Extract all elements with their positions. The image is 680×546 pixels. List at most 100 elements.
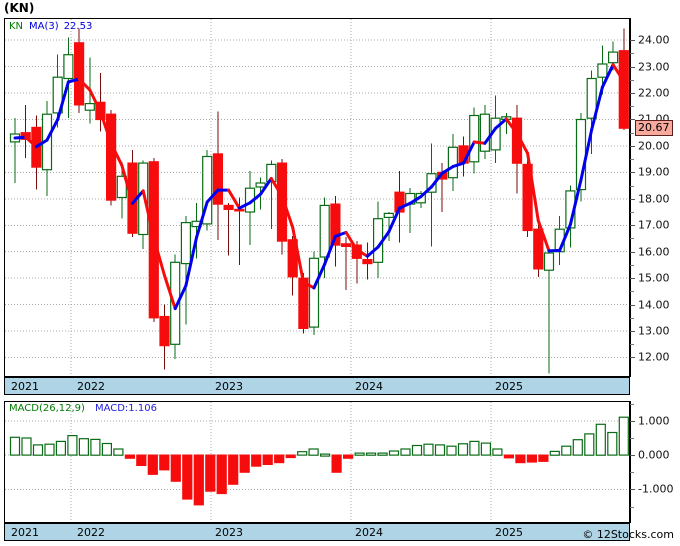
candlestick: [31, 115, 42, 190]
macd-histogram-bar: [400, 448, 411, 456]
macd-histogram-bar: [526, 454, 538, 463]
macd-legend: MACD(26,12,9) MACD:1.106: [9, 403, 157, 414]
candlestick: [479, 104, 490, 160]
date-axis-tick-label: 2024: [355, 526, 383, 539]
candlestick: [586, 70, 597, 154]
macd-axis-label: 0.000: [638, 448, 670, 462]
macd-histogram-bar: [205, 454, 216, 492]
candlestick: [426, 143, 437, 247]
macd-histogram-bar: [55, 440, 67, 456]
candlestick: [362, 242, 373, 280]
macd-histogram-bar: [343, 454, 354, 459]
macd-histogram-bar: [388, 450, 400, 456]
candlestick: [73, 28, 85, 113]
macd-histogram-bar: [182, 454, 193, 500]
macd-chart-panel[interactable]: MACD(26,12,9) MACD:1.106: [4, 401, 630, 523]
candlestick: [202, 149, 213, 231]
date-axis-tick-label: 2022: [77, 526, 105, 539]
candlestick: [447, 134, 458, 191]
price-axis-minor-tick: [630, 159, 634, 161]
macd-histogram-bar: [549, 450, 560, 456]
price-axis-label: 18.00: [638, 192, 670, 206]
macd-histogram-bar: [124, 454, 136, 459]
price-axis-tick: [630, 331, 635, 333]
price-axis-label: 23.00: [638, 60, 670, 74]
date-axis-tick-label: 2023: [215, 526, 243, 539]
candlestick: [511, 104, 523, 194]
price-axis-minor-tick: [630, 79, 634, 81]
price-axis-tick: [630, 225, 635, 227]
macd-histogram-bar: [423, 443, 434, 456]
macd-histogram-bar: [584, 433, 595, 456]
price-axis-tick: [630, 119, 635, 121]
macd-histogram-bar: [492, 448, 503, 456]
candlestick: [522, 160, 533, 238]
macd-histogram-bar: [354, 452, 365, 456]
legend-ma-label: MA(3): [29, 21, 59, 32]
candlestick-plot: [5, 19, 629, 376]
macd-histogram-bar: [480, 442, 491, 456]
candlestick: [533, 222, 544, 277]
macd-axis-tick: [630, 455, 635, 457]
macd-histogram-bar: [308, 448, 319, 456]
price-axis-label: 16.00: [638, 245, 670, 259]
candlestick: [287, 235, 298, 296]
price-legend: KN MA(3) 22.53: [9, 21, 92, 32]
macd-histogram-bar: [170, 454, 181, 482]
date-axis-tick-label: 2023: [215, 380, 243, 393]
candlestick: [308, 251, 320, 335]
price-axis-tick: [630, 357, 635, 359]
candlestick: [276, 159, 288, 255]
macd-axis-minor-tick: [630, 438, 634, 439]
price-axis-minor-tick: [630, 212, 634, 214]
price-axis-minor-tick: [630, 132, 634, 134]
price-chart-panel[interactable]: KN MA(3) 22.53: [4, 18, 630, 377]
macd-histogram-bar: [377, 452, 388, 456]
candlestick: [373, 201, 384, 279]
date-axis-tick-label: 2024: [355, 380, 383, 393]
macd-histogram-bar: [572, 439, 583, 456]
macd-histogram-bar: [90, 438, 101, 456]
legend-ma-value: 22.53: [63, 21, 93, 32]
price-axis-tick: [630, 172, 635, 174]
macd-value-label: MACD:1.106: [94, 403, 157, 414]
macd-histogram-bar: [251, 454, 262, 467]
legend-symbol: KN: [9, 21, 24, 32]
macd-histogram-bar: [136, 454, 147, 466]
macd-axis-tick: [630, 489, 635, 491]
price-axis-label: 13.00: [638, 324, 670, 338]
macd-histogram-bar: [618, 416, 629, 456]
current-price-tag: 20.67: [635, 120, 673, 137]
macd-histogram-bar: [9, 436, 21, 456]
price-axis-label: 17.00: [638, 218, 670, 232]
macd-histogram-bar: [193, 454, 204, 506]
macd-histogram-bar: [434, 444, 446, 456]
copyright-label: © 12Stocks.com: [582, 528, 674, 541]
macd-histogram-bar: [331, 454, 342, 473]
price-axis-tick: [630, 251, 635, 253]
macd-histogram-bar: [595, 423, 606, 456]
date-axis-macd[interactable]: 2021 2022 2023 2024 2025: [4, 523, 630, 541]
macd-indicator-label: MACD(26,12,9): [9, 403, 85, 414]
macd-histogram-bar: [274, 454, 285, 464]
price-axis-label: 14.00: [638, 298, 670, 312]
candlestick: [405, 188, 416, 234]
macd-histogram-bar: [78, 438, 90, 456]
price-axis-label: 19.00: [638, 165, 670, 179]
macd-histogram-bar: [285, 454, 296, 459]
candlestick: [159, 304, 170, 370]
macd-histogram-bar: [159, 454, 170, 471]
macd-histogram-bar: [503, 454, 514, 459]
macd-histogram-bar: [44, 443, 55, 456]
page-title: (KN): [4, 1, 35, 15]
macd-histogram-bar: [239, 454, 250, 473]
macd-histogram-bar: [457, 443, 469, 456]
price-axis-tick: [630, 93, 635, 95]
price-axis-spine: [630, 18, 631, 377]
macd-histogram-bar: [113, 448, 124, 456]
date-axis-tick-label: 2021: [11, 526, 39, 539]
macd-histogram-bar: [228, 454, 239, 485]
date-axis-price[interactable]: 2021 2022 2023 2024 2025: [4, 377, 630, 395]
price-axis-label: 15.00: [638, 271, 670, 285]
macd-histogram-bar: [147, 454, 158, 475]
